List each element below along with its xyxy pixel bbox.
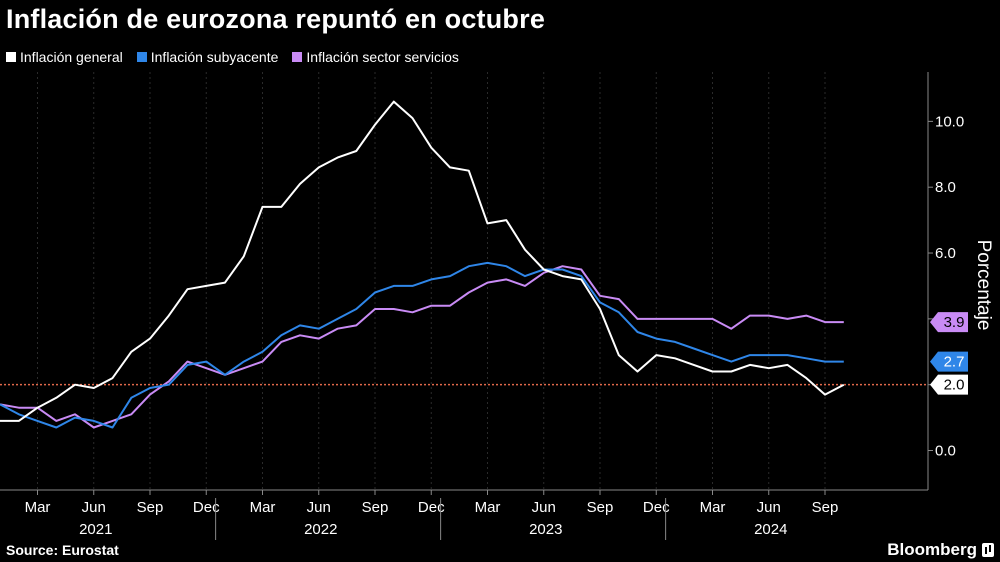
y-tick-label-0: 0.0 <box>935 443 956 460</box>
brand-name: Bloomberg <box>887 540 977 559</box>
x-tick-label-8: Mar <box>475 499 501 516</box>
end-label-tag-1 <box>930 351 968 372</box>
legend-item-subyacente: Inflación subyacente <box>136 49 279 65</box>
x-tick-label-13: Jun <box>757 499 781 516</box>
legend-swatch-subyacente <box>136 52 147 62</box>
y-tick-label-3: 6.0 <box>935 245 956 262</box>
chart-title: Inflación de eurozona repuntó en octubre <box>6 4 546 34</box>
series-line-1 <box>0 261 844 429</box>
x-tick-label-10: Sep <box>587 499 614 516</box>
end-label-text-1: 2.7 <box>944 354 965 371</box>
year-label-2023: 2023 <box>529 521 562 538</box>
x-tick-label-4: Mar <box>250 499 276 516</box>
end-label-text-0: 3.9 <box>944 314 965 331</box>
legend-swatch-general <box>6 52 16 62</box>
bloomberg-logo: Bloomberg <box>887 540 994 560</box>
legend: Inflación general Inflación subyacente I… <box>6 49 459 65</box>
source-note: Source: Eurostat <box>6 542 119 558</box>
x-tick-label-12: Mar <box>700 499 726 516</box>
x-tick-label-14: Sep <box>812 499 839 516</box>
year-label-2024: 2024 <box>754 521 787 538</box>
x-tick-label-5: Jun <box>307 499 331 516</box>
x-tick-label-3: Dec <box>193 499 220 516</box>
y-axis-label: Porcentaje <box>973 240 994 331</box>
legend-item-servicios: Inflación sector servicios <box>292 49 459 65</box>
legend-item-general: Inflación general <box>6 49 123 65</box>
year-label-2021: 2021 <box>79 521 112 538</box>
x-tick-label-2: Sep <box>137 499 164 516</box>
legend-label-subyacente: Inflación subyacente <box>150 49 279 65</box>
bloomberg-chart-icon <box>982 543 994 557</box>
year-label-2022: 2022 <box>304 521 337 538</box>
y-tick-label-5: 10.0 <box>935 113 964 130</box>
series-line-0 <box>0 100 845 422</box>
end-label-text-2: 2.0 <box>944 377 965 394</box>
x-tick-label-9: Jun <box>532 499 556 516</box>
end-label-tag-2 <box>930 374 968 395</box>
end-label-tag-0 <box>930 312 968 333</box>
x-tick-label-0: Mar <box>25 499 51 516</box>
legend-label-servicios: Inflación sector servicios <box>306 49 459 65</box>
legend-label-general: Inflación general <box>20 49 123 65</box>
x-tick-label-7: Dec <box>418 499 445 516</box>
x-tick-label-1: Jun <box>82 499 106 516</box>
x-tick-label-6: Sep <box>362 499 389 516</box>
series-line-2 <box>0 265 844 429</box>
x-tick-label-11: Dec <box>643 499 670 516</box>
y-tick-label-4: 8.0 <box>935 179 956 196</box>
legend-swatch-servicios <box>292 52 303 62</box>
